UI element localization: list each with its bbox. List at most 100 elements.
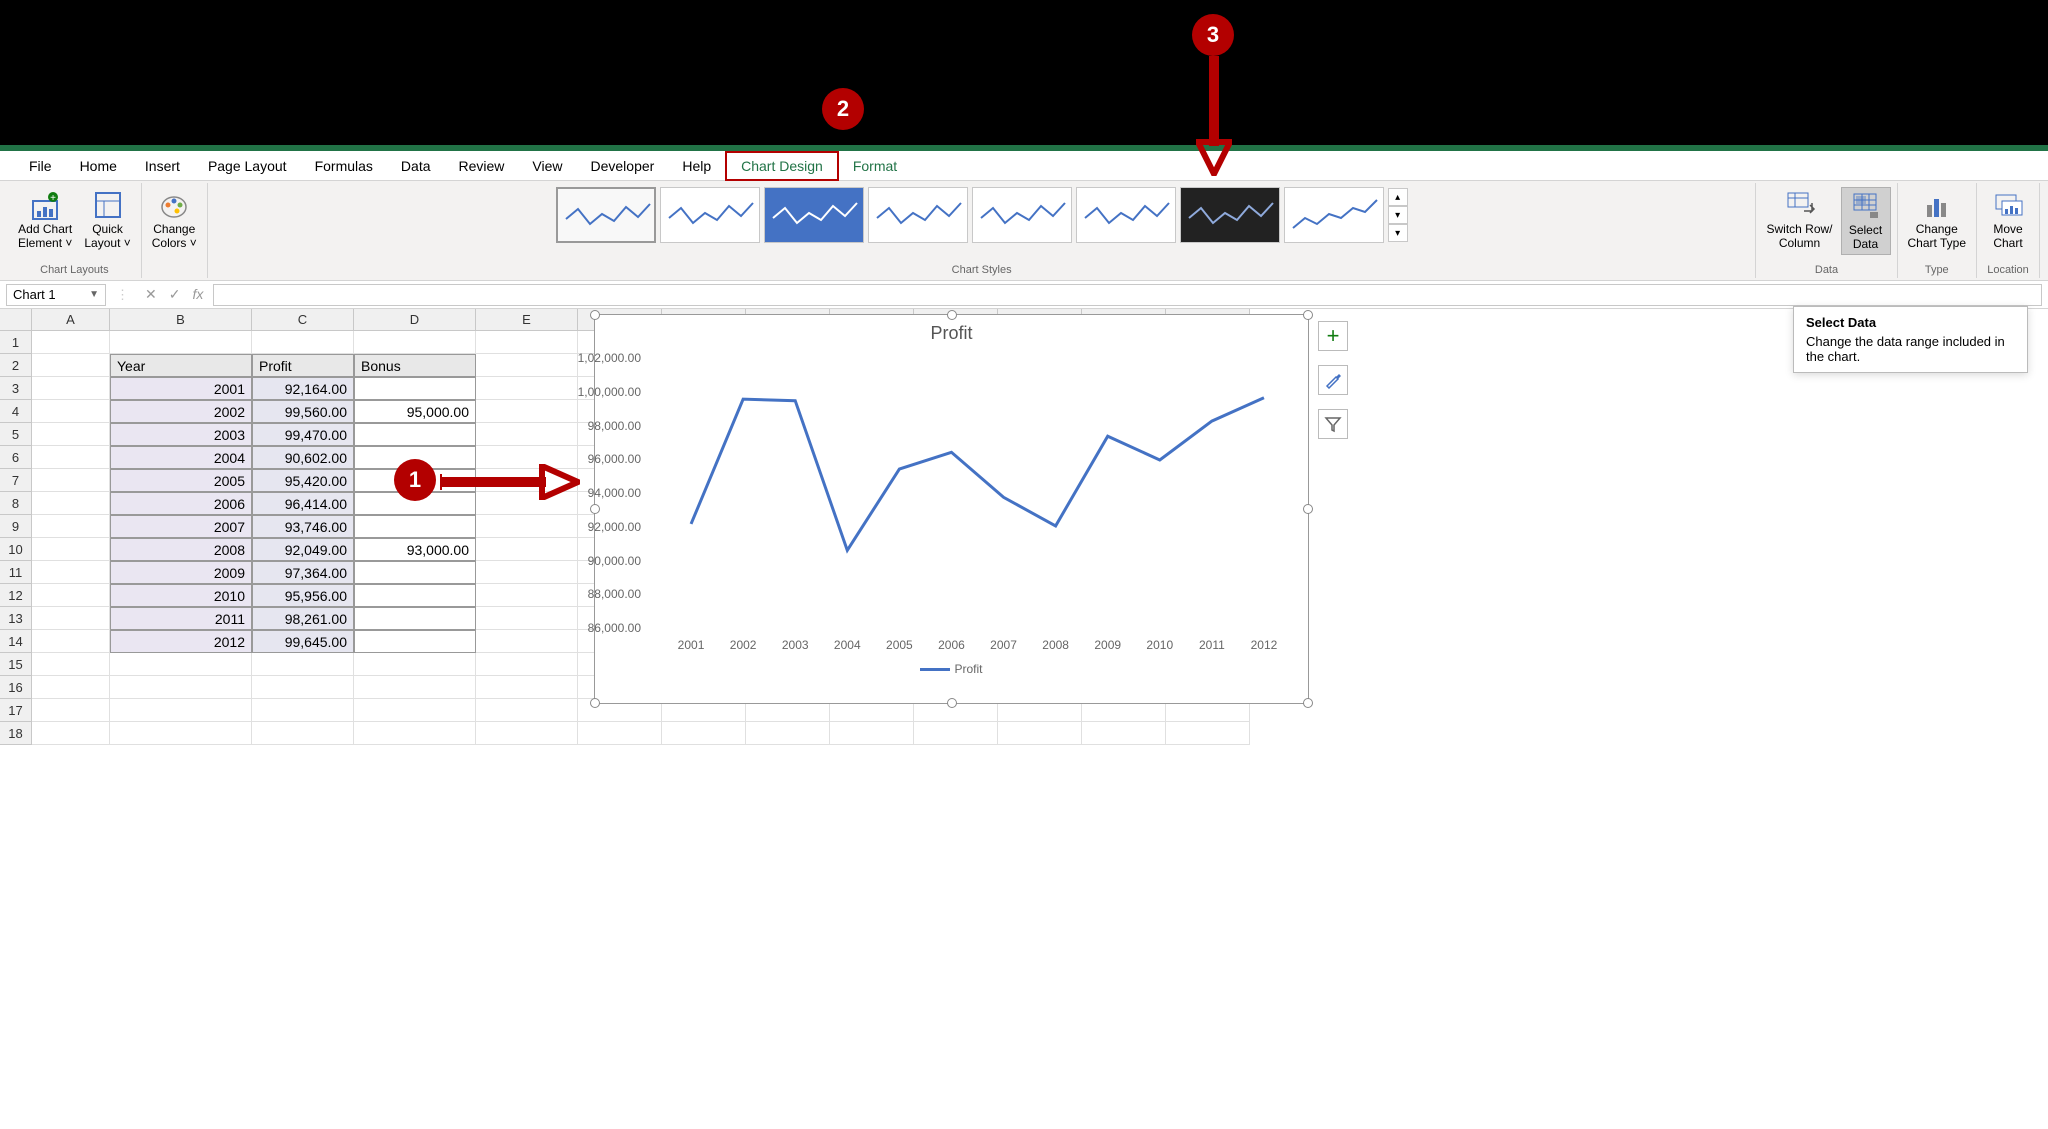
- cell-B18[interactable]: [110, 722, 252, 745]
- row-header-1[interactable]: 1: [0, 331, 32, 354]
- cell-D9[interactable]: [354, 515, 476, 538]
- cell-C2[interactable]: Profit: [252, 354, 354, 377]
- select-data-button[interactable]: SelectData: [1841, 187, 1891, 255]
- cell-D1[interactable]: [354, 331, 476, 354]
- change-chart-type-button[interactable]: ChangeChart Type: [1904, 187, 1970, 253]
- switch-row-column-button[interactable]: Switch Row/Column: [1762, 187, 1836, 253]
- tab-help[interactable]: Help: [668, 151, 725, 181]
- row-header-15[interactable]: 15: [0, 653, 32, 676]
- col-header-B[interactable]: B: [110, 309, 252, 331]
- cell-C15[interactable]: [252, 653, 354, 676]
- cell-C1[interactable]: [252, 331, 354, 354]
- chart-style-6[interactable]: [1076, 187, 1176, 243]
- tab-view[interactable]: View: [518, 151, 576, 181]
- chart-style-3[interactable]: [764, 187, 864, 243]
- cell-D14[interactable]: [354, 630, 476, 653]
- cell-A18[interactable]: [32, 722, 110, 745]
- cell-C14[interactable]: 99,645.00: [252, 630, 354, 653]
- cell-D13[interactable]: [354, 607, 476, 630]
- tab-home[interactable]: Home: [66, 151, 131, 181]
- cell-A1[interactable]: [32, 331, 110, 354]
- chart-style-expand[interactable]: ▾: [1388, 224, 1408, 242]
- chart-handle-s[interactable]: [947, 698, 957, 708]
- chart-elements-button[interactable]: +: [1318, 321, 1348, 351]
- cell-D3[interactable]: [354, 377, 476, 400]
- cell-B15[interactable]: [110, 653, 252, 676]
- cell-D12[interactable]: [354, 584, 476, 607]
- chart-handle-se[interactable]: [1303, 698, 1313, 708]
- cell-B1[interactable]: [110, 331, 252, 354]
- row-header-11[interactable]: 11: [0, 561, 32, 584]
- formula-bar[interactable]: [213, 284, 2042, 306]
- cell-B17[interactable]: [110, 699, 252, 722]
- chart-styles-button[interactable]: [1318, 365, 1348, 395]
- cell-C16[interactable]: [252, 676, 354, 699]
- cell-C13[interactable]: 98,261.00: [252, 607, 354, 630]
- col-header-C[interactable]: C: [252, 309, 354, 331]
- chart-handle-sw[interactable]: [590, 698, 600, 708]
- row-header-18[interactable]: 18: [0, 722, 32, 745]
- row-header-8[interactable]: 8: [0, 492, 32, 515]
- cell-H18[interactable]: [746, 722, 830, 745]
- cell-A12[interactable]: [32, 584, 110, 607]
- cell-A8[interactable]: [32, 492, 110, 515]
- cell-B2[interactable]: Year: [110, 354, 252, 377]
- row-header-12[interactable]: 12: [0, 584, 32, 607]
- cell-A6[interactable]: [32, 446, 110, 469]
- cell-B4[interactable]: 2002: [110, 400, 252, 423]
- cell-A16[interactable]: [32, 676, 110, 699]
- change-colors-button[interactable]: ChangeColors ˅: [148, 187, 201, 253]
- cell-C6[interactable]: 90,602.00: [252, 446, 354, 469]
- cell-C3[interactable]: 92,164.00: [252, 377, 354, 400]
- cell-D2[interactable]: Bonus: [354, 354, 476, 377]
- cell-D16[interactable]: [354, 676, 476, 699]
- chart-handle-ne[interactable]: [1303, 310, 1313, 320]
- tab-page-layout[interactable]: Page Layout: [194, 151, 301, 181]
- cell-A15[interactable]: [32, 653, 110, 676]
- row-header-9[interactable]: 9: [0, 515, 32, 538]
- col-header-E[interactable]: E: [476, 309, 578, 331]
- cell-I18[interactable]: [830, 722, 914, 745]
- cell-E15[interactable]: [476, 653, 578, 676]
- row-header-5[interactable]: 5: [0, 423, 32, 446]
- tab-insert[interactable]: Insert: [131, 151, 194, 181]
- quick-layout-button[interactable]: QuickLayout ˅: [80, 187, 134, 253]
- chart-style-scroll-down[interactable]: ▾: [1388, 206, 1408, 224]
- row-header-10[interactable]: 10: [0, 538, 32, 561]
- chart-style-1[interactable]: [556, 187, 656, 243]
- chart-plot-area[interactable]: 86,000.0088,000.0090,000.0092,000.0094,0…: [645, 348, 1288, 638]
- cell-B12[interactable]: 2010: [110, 584, 252, 607]
- chart-filters-button[interactable]: [1318, 409, 1348, 439]
- chart-handle-n[interactable]: [947, 310, 957, 320]
- cell-A5[interactable]: [32, 423, 110, 446]
- chart-style-2[interactable]: [660, 187, 760, 243]
- cell-A13[interactable]: [32, 607, 110, 630]
- row-header-14[interactable]: 14: [0, 630, 32, 653]
- tab-chart-design[interactable]: Chart Design: [725, 151, 839, 181]
- cancel-formula-icon[interactable]: ✕: [145, 286, 157, 303]
- cell-A3[interactable]: [32, 377, 110, 400]
- cell-J18[interactable]: [914, 722, 998, 745]
- cell-B10[interactable]: 2008: [110, 538, 252, 561]
- select-all-corner[interactable]: [0, 309, 32, 331]
- row-header-16[interactable]: 16: [0, 676, 32, 699]
- cell-A4[interactable]: [32, 400, 110, 423]
- cell-A7[interactable]: [32, 469, 110, 492]
- chart-style-scroll-up[interactable]: ▴: [1388, 188, 1408, 206]
- row-header-6[interactable]: 6: [0, 446, 32, 469]
- cell-L18[interactable]: [1082, 722, 1166, 745]
- cell-A11[interactable]: [32, 561, 110, 584]
- add-chart-element-button[interactable]: + Add ChartElement ˅: [14, 187, 76, 253]
- cell-B13[interactable]: 2011: [110, 607, 252, 630]
- cell-E18[interactable]: [476, 722, 578, 745]
- cell-B9[interactable]: 2007: [110, 515, 252, 538]
- cell-D10[interactable]: 93,000.00: [354, 538, 476, 561]
- cell-C8[interactable]: 96,414.00: [252, 492, 354, 515]
- cell-B14[interactable]: 2012: [110, 630, 252, 653]
- row-header-17[interactable]: 17: [0, 699, 32, 722]
- row-header-13[interactable]: 13: [0, 607, 32, 630]
- cell-C10[interactable]: 92,049.00: [252, 538, 354, 561]
- tab-formulas[interactable]: Formulas: [301, 151, 387, 181]
- cell-B11[interactable]: 2009: [110, 561, 252, 584]
- cell-C18[interactable]: [252, 722, 354, 745]
